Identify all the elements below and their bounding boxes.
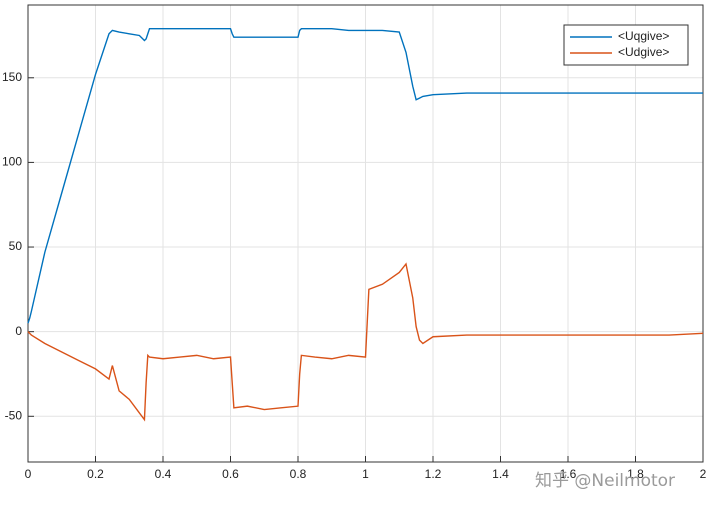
x-tick-label: 1.2 xyxy=(425,467,442,481)
y-tick-label: 100 xyxy=(2,155,22,169)
legend-label: <Udgive> xyxy=(618,45,669,59)
y-tick-label: 150 xyxy=(2,70,22,84)
y-tick-label: 50 xyxy=(9,239,23,253)
x-tick-label: 1.8 xyxy=(627,467,644,481)
watermark: 知乎 @Neilmotor xyxy=(535,471,675,491)
y-tick-label: 0 xyxy=(15,324,22,338)
x-tick-label: 0.8 xyxy=(290,467,307,481)
y-tick-label: -50 xyxy=(5,408,23,422)
x-tick-label: 1.4 xyxy=(492,467,509,481)
plot-frame xyxy=(27,4,704,463)
x-tick-label: 1.6 xyxy=(560,467,577,481)
x-tick-label: 0.6 xyxy=(222,467,239,481)
series-line xyxy=(27,27,703,324)
series-line xyxy=(27,262,704,422)
x-tick-label: 1 xyxy=(362,467,369,481)
legend-box xyxy=(563,24,689,66)
legend-label: <Uqgive> xyxy=(618,29,669,43)
x-tick-label: 0 xyxy=(25,467,32,481)
x-tick-label: 2 xyxy=(700,467,707,481)
x-tick-label: 0.4 xyxy=(155,467,172,481)
x-tick-label: 0.2 xyxy=(87,467,104,481)
